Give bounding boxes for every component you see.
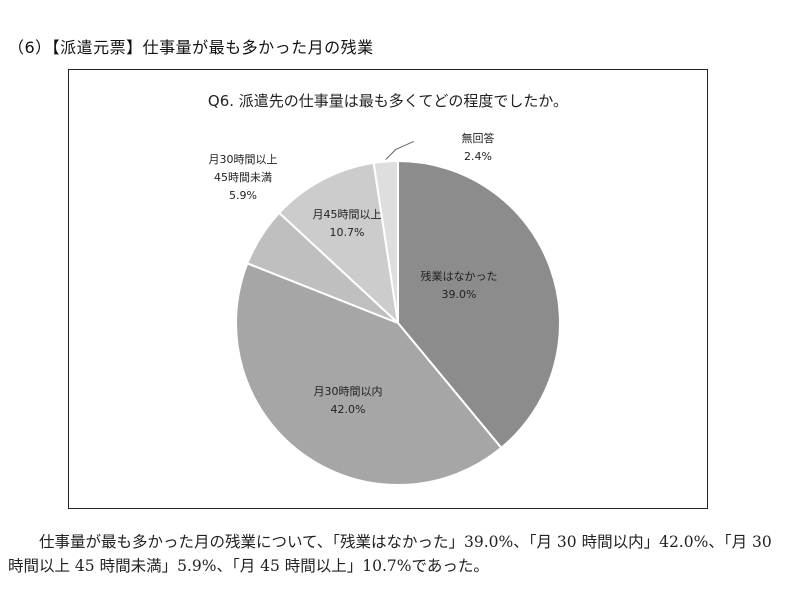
slice-label: 無回答 2.4% xyxy=(462,131,495,163)
leader-line xyxy=(385,141,415,160)
body-paragraph: 仕事量が最も多かった月の残業について、「残業はなかった」39.0%、「月 30 … xyxy=(8,533,772,575)
section-title: （6）【派遣元票】仕事量が最も多かった月の残業 xyxy=(8,38,374,57)
pie-slice xyxy=(372,159,399,324)
slice-label: 月30時間以内 42.0% xyxy=(314,384,383,416)
pie-slice xyxy=(277,161,400,326)
pie-chart: 残業はなかった 39.0% 月30時間以内 42.0% 月30時間以上 45時間未満 5.9… xyxy=(209,131,561,486)
pie-slice xyxy=(397,159,561,450)
chart-frame: Q6. 派遣先の仕事量は最も多くてどの程度でしたか。 残業はなかった 39.0% 月… xyxy=(68,69,708,509)
chart-title: Q6. 派遣先の仕事量は最も多くてどの程度でしたか。 xyxy=(207,92,569,110)
slice-label: 残業はなかった 39.0% xyxy=(421,269,498,301)
slice-label: 月30時間以上 45時間未満 5.9% xyxy=(209,153,278,202)
pie-slice xyxy=(235,262,503,486)
slice-label: 月45時間以上 10.7% xyxy=(313,208,382,239)
